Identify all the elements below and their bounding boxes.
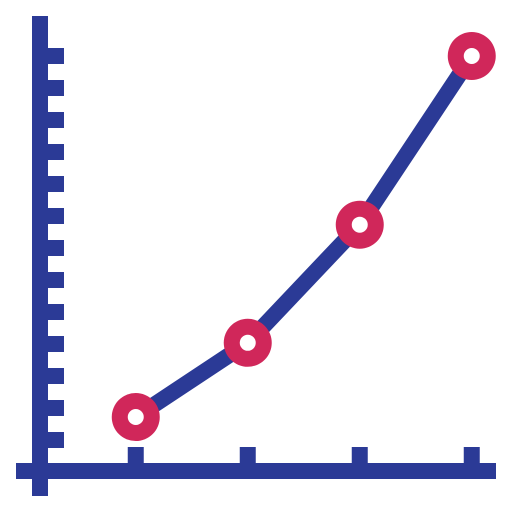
data-point-4 bbox=[447, 32, 496, 80]
data-point-2 bbox=[223, 318, 272, 367]
data-point-center bbox=[239, 334, 256, 351]
x-axis-line bbox=[16, 463, 496, 479]
data-point-3 bbox=[335, 200, 384, 249]
series-line-1 bbox=[131, 51, 479, 424]
series-points bbox=[111, 32, 496, 442]
data-point-center bbox=[351, 216, 368, 233]
data-point-center bbox=[127, 409, 144, 426]
series-lines bbox=[131, 51, 479, 424]
data-point-center bbox=[463, 48, 480, 64]
data-point-1 bbox=[111, 393, 160, 442]
y-axis-line bbox=[32, 16, 48, 496]
